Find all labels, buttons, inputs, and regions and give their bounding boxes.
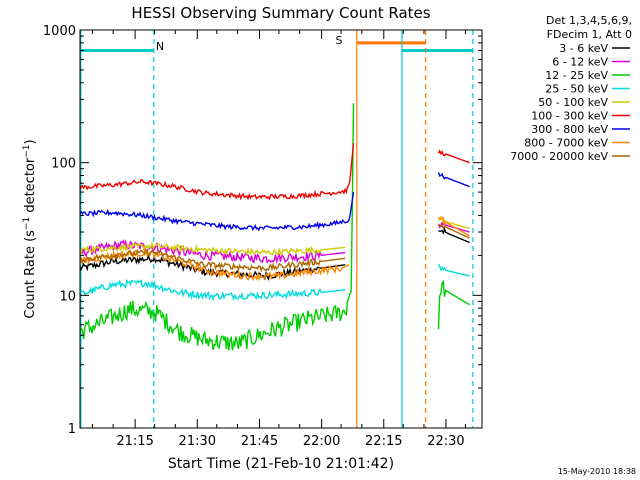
series-line <box>437 149 470 164</box>
legend-header-line: FDecim 1, Att 0 <box>547 28 632 41</box>
series-12-25-kev <box>80 103 470 351</box>
series-line <box>80 143 355 201</box>
legend-label: 6 - 12 keV <box>552 56 608 69</box>
y-axis-label: Count Rate (s−1 detector−1) <box>22 139 38 318</box>
x-tick-label: 21:45 <box>241 434 278 449</box>
series-line <box>80 279 346 302</box>
series-line <box>438 226 470 244</box>
legend-label: 300 - 800 keV <box>531 123 608 136</box>
plot-frame <box>79 29 483 429</box>
series-line <box>437 223 470 239</box>
series-100-300-kev <box>80 143 470 201</box>
annotation-s: S <box>336 34 343 47</box>
y-tick-label: 1 <box>68 422 76 437</box>
y-tick-label: 1000 <box>43 24 76 39</box>
annotation-n: N <box>156 40 164 53</box>
series-7000-20000-kev <box>80 223 470 273</box>
legend-label: 7000 - 20000 keV <box>510 150 608 163</box>
legend-label: 800 - 7000 keV <box>524 137 608 150</box>
series-line <box>80 103 355 351</box>
series-line <box>80 241 346 257</box>
legend-label: 3 - 6 keV <box>559 42 608 55</box>
series-25-50-kev <box>80 263 470 302</box>
x-tick-label: 22:30 <box>427 434 464 449</box>
legend: Det 1,3,4,5,6,9, FDecim 1, Att 0 3 - 6 k… <box>510 14 632 163</box>
series-line <box>80 191 355 232</box>
legend-label: 100 - 300 keV <box>531 110 608 123</box>
legend-label: 50 - 100 keV <box>538 96 608 109</box>
legend-label: 12 - 25 keV <box>545 69 608 82</box>
y-label-sup: −1 <box>22 217 32 230</box>
series-line <box>80 249 346 273</box>
chart-title: HESSI Observing Summary Count Rates <box>131 4 430 22</box>
series-50-100-kev <box>80 215 470 257</box>
series-3-6-kev <box>80 226 470 281</box>
axis-ticks: 21:15 21:30 21:45 22:00 22:15 22:30 1 10 100 1000 <box>43 24 482 449</box>
legend-label: 25 - 50 keV <box>545 83 608 96</box>
x-axis-label: Start Time (21-Feb-10 21:01:42) <box>168 456 394 472</box>
x-tick-label: 22:00 <box>303 434 340 449</box>
observing-flags <box>80 30 474 428</box>
x-tick-label: 22:15 <box>365 434 402 449</box>
y-label-part: ) <box>23 139 38 144</box>
series-layer <box>80 103 470 351</box>
date-stamp: 15-May-2010 18:38 <box>558 467 636 476</box>
series-line <box>437 263 470 277</box>
series-800-7000-kev <box>80 216 470 282</box>
legend-header-line: Det 1,3,4,5,6,9, <box>546 14 632 27</box>
y-tick-label: 100 <box>51 157 76 172</box>
y-label-part: Count Rate (s <box>23 230 38 319</box>
series-line <box>437 216 470 237</box>
series-line <box>437 172 470 188</box>
series-line <box>437 279 470 330</box>
y-label-sup: −1 <box>22 144 32 157</box>
x-tick-label: 21:15 <box>116 434 153 449</box>
series-300-800-kev <box>80 172 470 232</box>
y-tick-label: 10 <box>59 289 76 304</box>
x-tick-label: 21:30 <box>179 434 216 449</box>
y-label-part: detector <box>23 157 38 217</box>
